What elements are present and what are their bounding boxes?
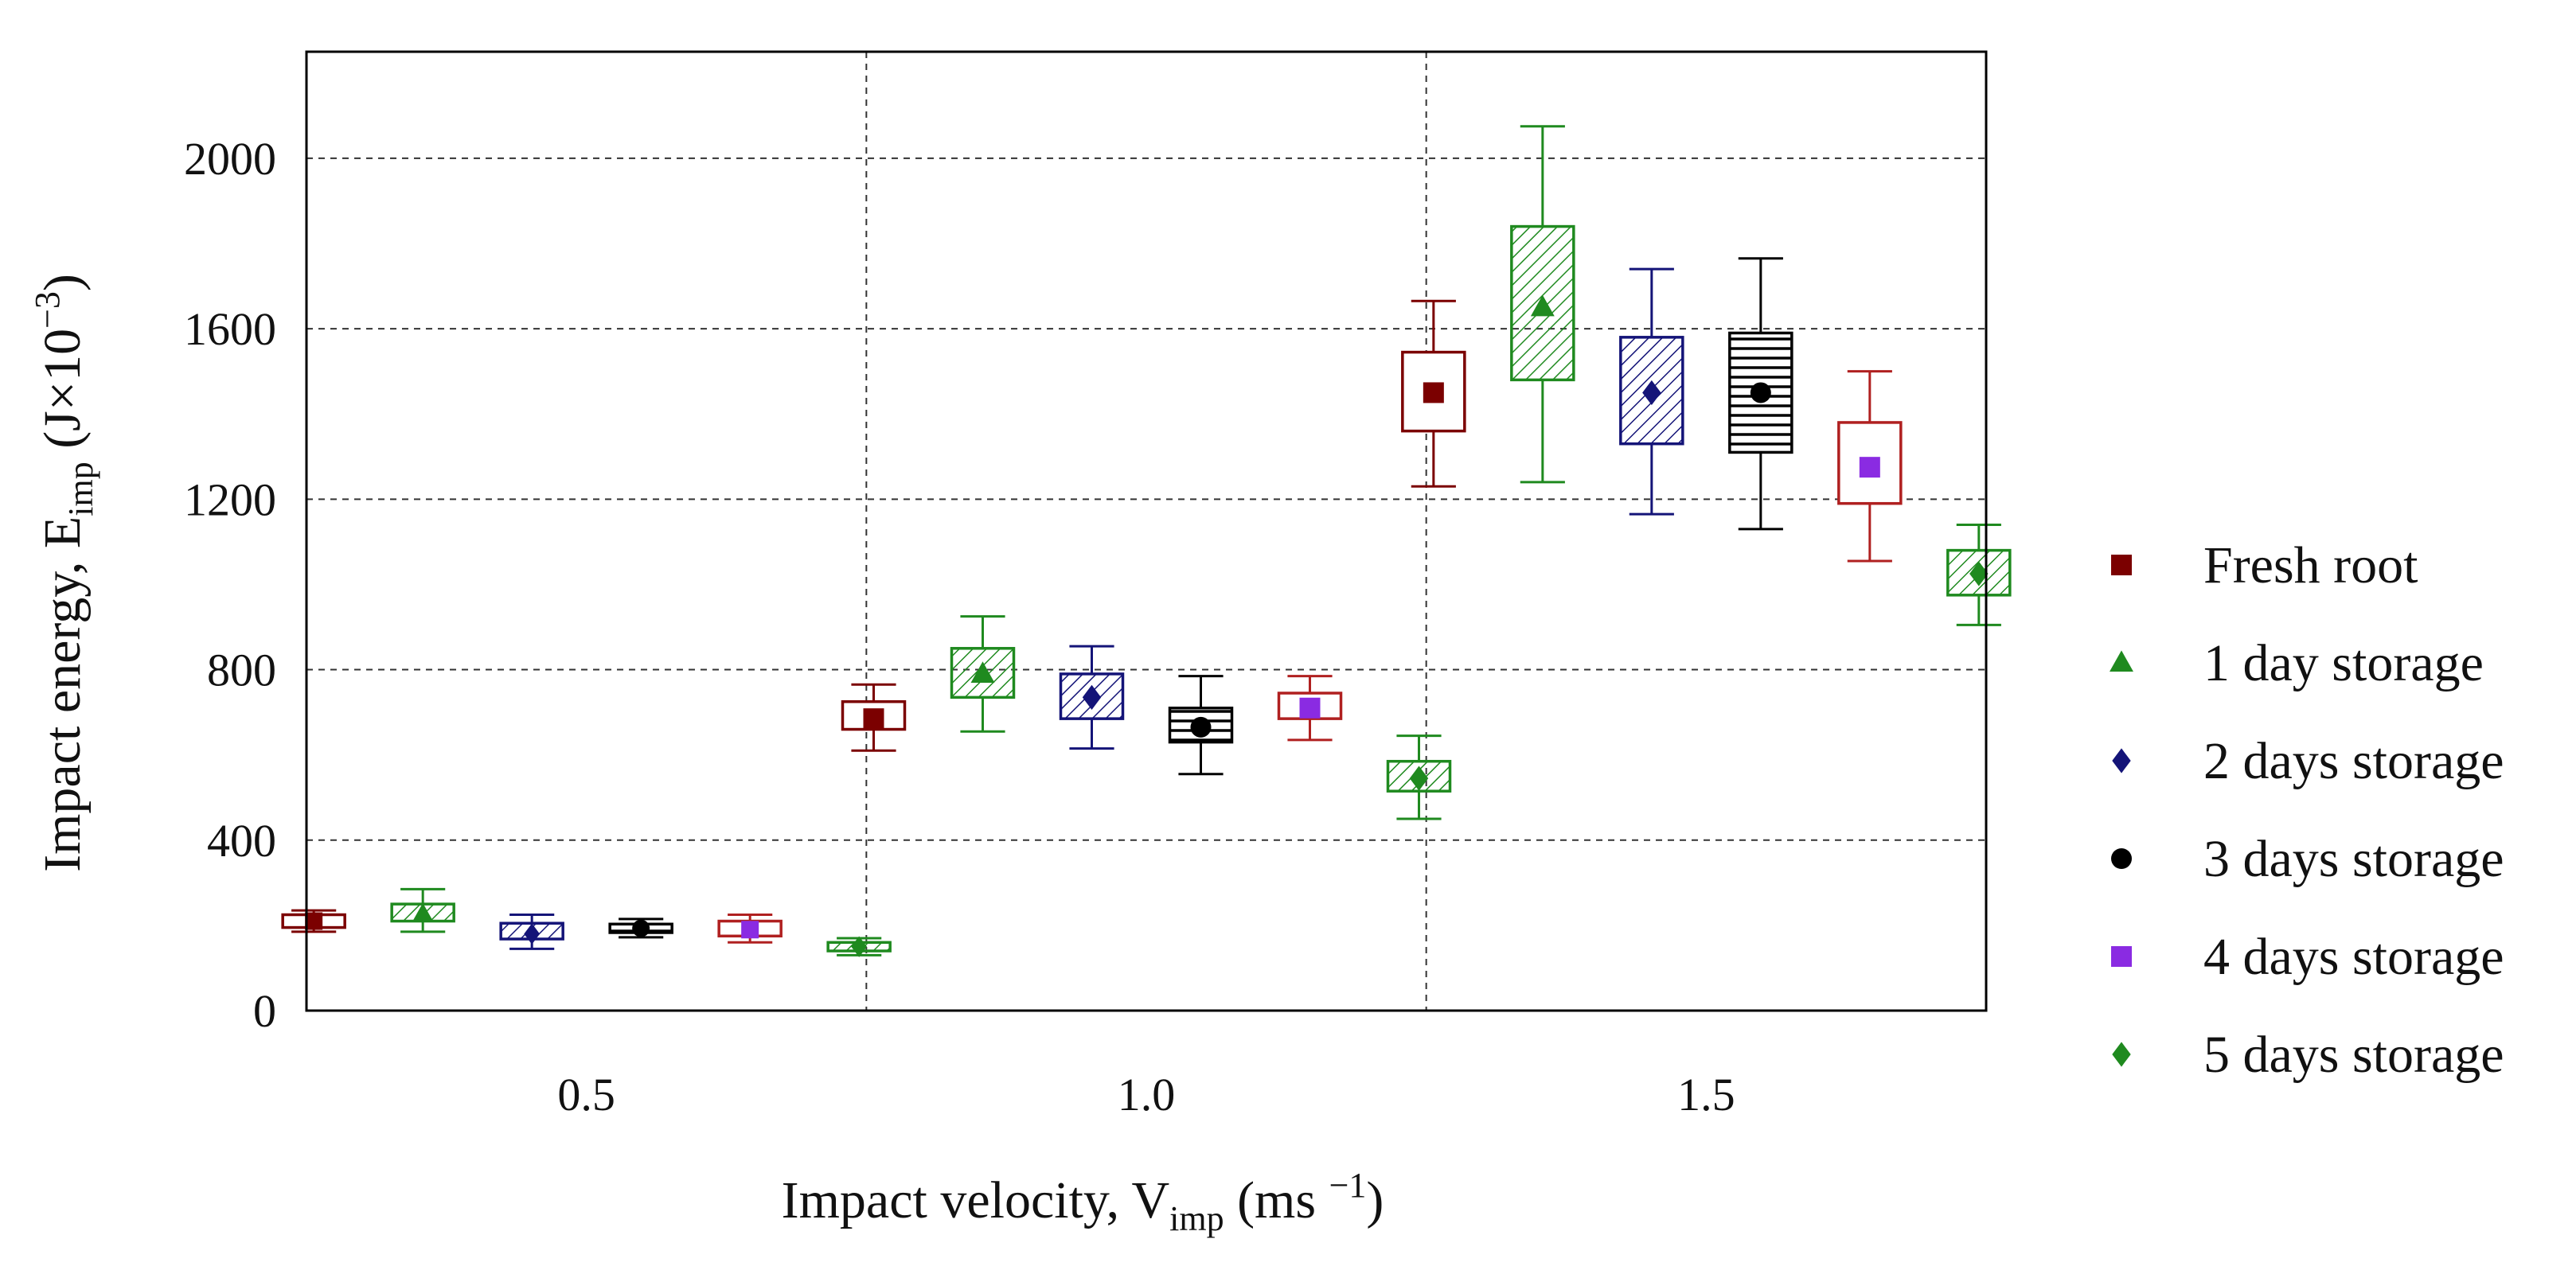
y-axis-title-main: Impact energy, E [33,516,92,872]
median-marker [1642,380,1661,406]
y-tick-label: 2000 [184,133,276,185]
median-marker [632,919,650,937]
legend: Fresh root 1 day storage 2 days storage 3 d… [2110,536,2504,1084]
legend-item: Fresh root [2111,536,2418,594]
median-marker [1082,684,1102,710]
box-fresh-root [841,683,907,752]
median-marker [1190,716,1212,738]
box-3-days-storage [1728,257,1793,531]
legend-marker [2110,650,2133,672]
y-tick-label: 1200 [184,473,276,525]
median-marker [1409,766,1429,791]
plot-frame [305,50,1988,1012]
box-5-days-storage [1946,523,2012,626]
legend-item: 5 days storage [2112,1026,2504,1084]
y-tick-label: 1600 [184,303,276,355]
median-marker [1969,561,1989,586]
y-axis-title-unit-exp: −3 [28,291,67,329]
y-tick-label: 0 [253,985,276,1037]
box-5-days-storage [1386,734,1452,820]
median-marker [1859,457,1880,478]
y-tick-label: 400 [207,815,276,867]
box-4-days-storage [1277,675,1343,742]
median-marker [741,921,759,939]
legend-label: 1 day storage [2203,634,2484,692]
median-marker [1299,697,1321,719]
legend-label: 3 days storage [2203,830,2504,888]
x-tick-label: 1.0 [1118,1069,1176,1120]
x-tick-label: 1.5 [1677,1069,1735,1120]
grid-lines [306,52,1986,1011]
x-axis-title-main: Impact velocity, V [782,1171,1170,1229]
box-4-days-storage [1837,370,1903,563]
x-axis-title-sub: imp [1169,1199,1224,1238]
box-2-days-storage [1059,645,1125,750]
box-iqr [1946,548,2012,597]
legend-item: 2 days storage [2112,732,2504,790]
x-axis-title-unit-close: ) [1366,1171,1384,1229]
legend-marker [2112,1042,2131,1067]
legend-label: 5 days storage [2203,1026,2504,1084]
legend-item: 3 days storage [2111,830,2504,888]
box-iqr [1728,331,1793,454]
median-marker [1423,382,1444,403]
y-axis-title-sub: imp [61,462,100,516]
x-axis-title: Impact velocity, Vimp (ms −1) [782,1166,1384,1238]
legend-marker [2112,748,2131,773]
box-2-days-storage [1619,267,1684,516]
x-tick-labels: 0.5 1.0 1.5 [557,1069,1735,1120]
box-2-days-storage [499,914,564,950]
median-marker [1750,382,1771,403]
x-axis-title-unit-exp: −1 [1329,1166,1367,1205]
median-marker [851,936,868,957]
box-fresh-root [281,909,346,933]
legend-item: 4 days storage [2111,928,2504,986]
box-5-days-storage [826,936,892,957]
median-marker [412,902,433,921]
median-marker [305,912,323,930]
y-tick-label: 800 [207,645,276,696]
box-3-days-storage [608,918,673,939]
box-1-day-storage [390,887,455,933]
y-tick-labels: 0 400 800 1200 1600 2000 [184,133,276,1037]
legend-marker [2111,555,2132,575]
median-marker [1530,294,1555,317]
box-3-days-storage [1168,675,1234,776]
legend-label: 4 days storage [2203,928,2504,986]
x-axis-title-unit: (ms [1224,1171,1329,1229]
box-fresh-root [1401,299,1466,488]
median-marker [863,708,884,730]
legend-label: Fresh root [2203,536,2418,594]
box-4-days-storage [717,914,783,944]
y-axis-title-unit-close: ) [33,274,92,291]
legend-marker [2111,946,2132,967]
median-marker [524,923,541,945]
box-1-day-storage [1510,125,1575,484]
median-marker [970,661,995,683]
legend-marker [2111,848,2132,869]
box-series-group [281,125,2012,957]
y-axis-title: Impact energy, Eimp (J×10−3) [28,274,100,872]
x-tick-label: 0.5 [557,1069,615,1120]
legend-label: 2 days storage [2203,732,2504,790]
legend-item: 1 day storage [2110,634,2484,692]
y-axis-title-unit: (J×10 [33,329,92,462]
box-1-day-storage [950,615,1016,733]
